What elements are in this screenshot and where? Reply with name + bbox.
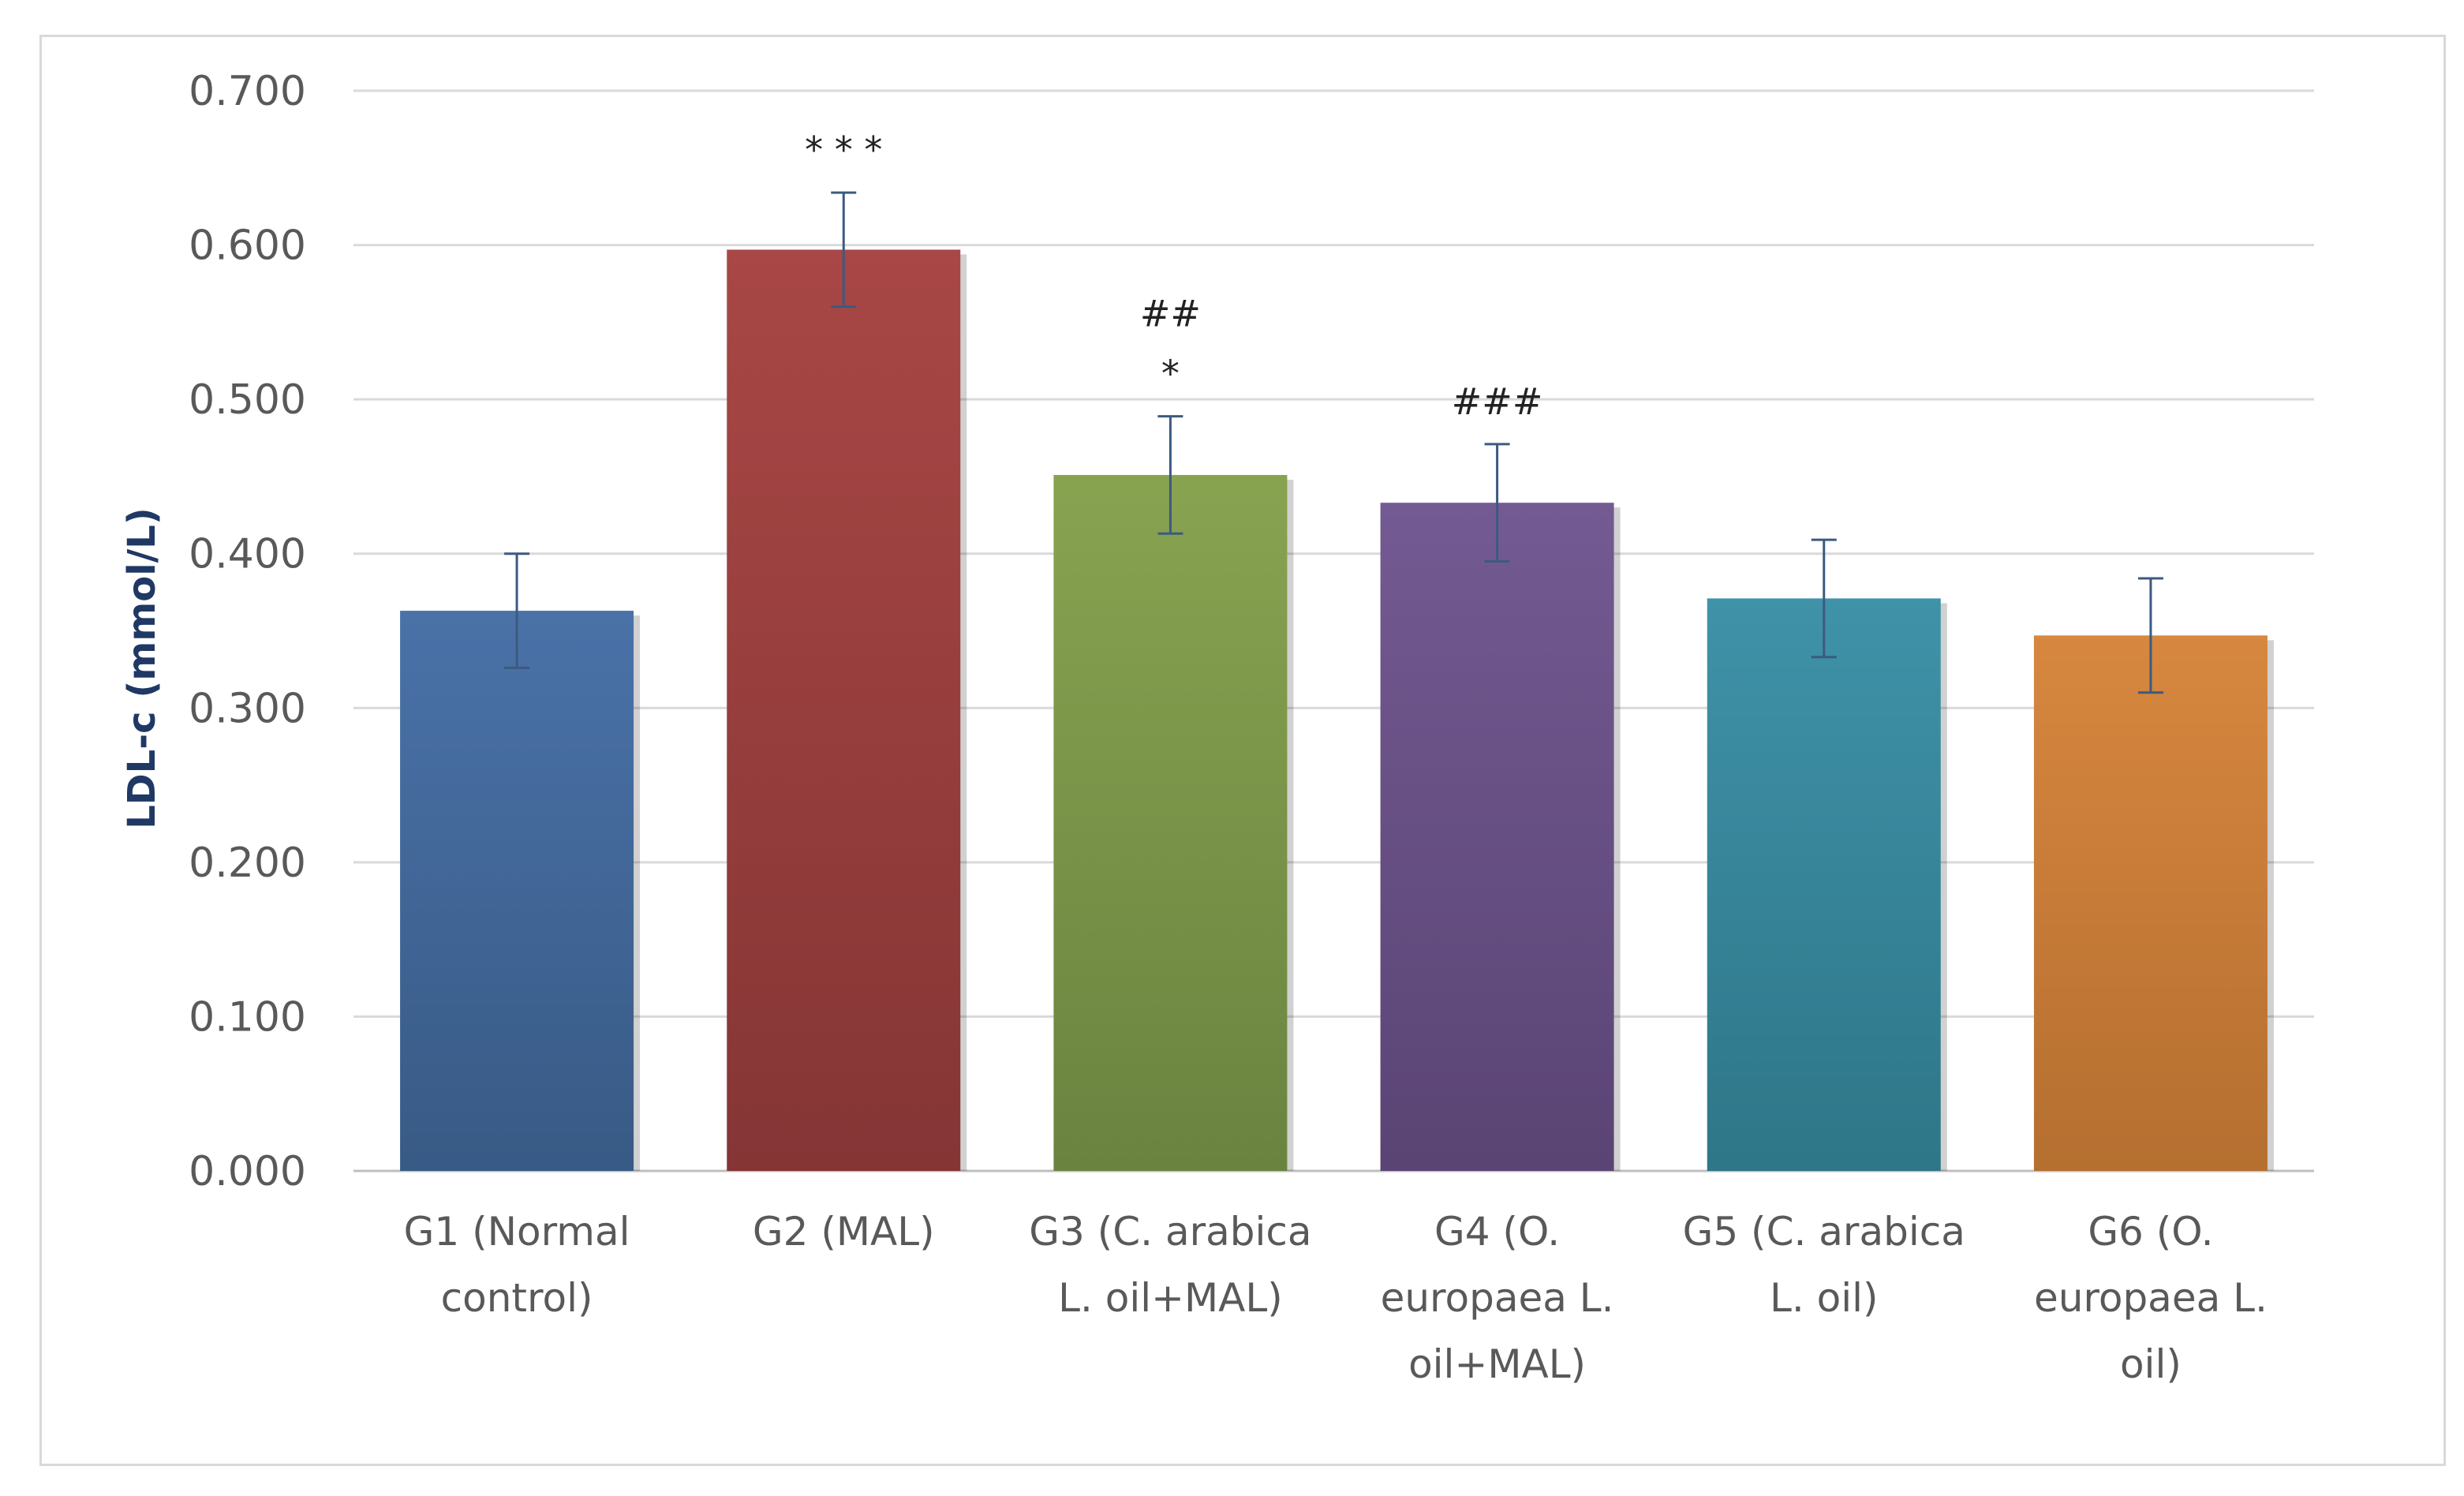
y-tick-label: 0.400	[189, 531, 306, 578]
bar-4	[1380, 503, 1614, 1171]
y-tick-label: 0.000	[189, 1148, 306, 1195]
x-category-label: oil+MAL)	[1408, 1341, 1586, 1387]
significance-marker: ###	[1452, 380, 1543, 423]
bar-chart: 0.000 0.100 0.200 0.300 0.400 0.500 0.600 0.700…	[120, 68, 2314, 1387]
y-tick-label: 0.300	[189, 685, 306, 732]
x-category-label: europaea L.	[1381, 1275, 1614, 1321]
bar-6	[2033, 635, 2268, 1171]
y-tick-label: 0.700	[189, 68, 306, 115]
labels: 0.000 0.100 0.200 0.300 0.400 0.500 0.600 0.700…	[189, 68, 2268, 1387]
y-axis-title: LDL-c (mmol/L)	[120, 507, 164, 829]
x-category-label: G1 (Normal	[404, 1209, 630, 1255]
bar-1	[400, 611, 634, 1171]
bar-2	[727, 249, 961, 1171]
x-category-label: G6 (O.	[2088, 1209, 2213, 1255]
y-tick-label: 0.100	[189, 993, 306, 1041]
x-category-label: L. oil+MAL)	[1058, 1275, 1283, 1321]
x-category-label: G2 (MAL)	[753, 1209, 935, 1255]
x-category-label: control)	[441, 1275, 593, 1321]
x-category-label: G3 (C. arabica	[1029, 1209, 1311, 1255]
x-category-label: G4 (O.	[1434, 1209, 1560, 1255]
x-category-label: oil)	[2120, 1341, 2182, 1387]
significance-marker: * * *	[805, 129, 882, 171]
x-category-label: G5 (C. arabica	[1683, 1209, 1965, 1255]
chart-frame: 0.000 0.100 0.200 0.300 0.400 0.500 0.600 0.700…	[39, 35, 2446, 1466]
y-tick-label: 0.500	[189, 376, 306, 424]
y-tick-label: 0.600	[189, 223, 306, 270]
error-bars	[504, 191, 2163, 694]
bar-5	[1707, 598, 1941, 1171]
gridlines	[353, 89, 2314, 1172]
y-tick-label: 0.200	[189, 840, 306, 887]
x-category-label: europaea L.	[2034, 1275, 2268, 1321]
significance-marker: ##	[1140, 293, 1201, 335]
bars	[400, 249, 2274, 1171]
bar-3	[1053, 474, 1288, 1171]
significance-marker: *	[1161, 353, 1180, 395]
x-category-label: L. oil)	[1770, 1275, 1879, 1321]
